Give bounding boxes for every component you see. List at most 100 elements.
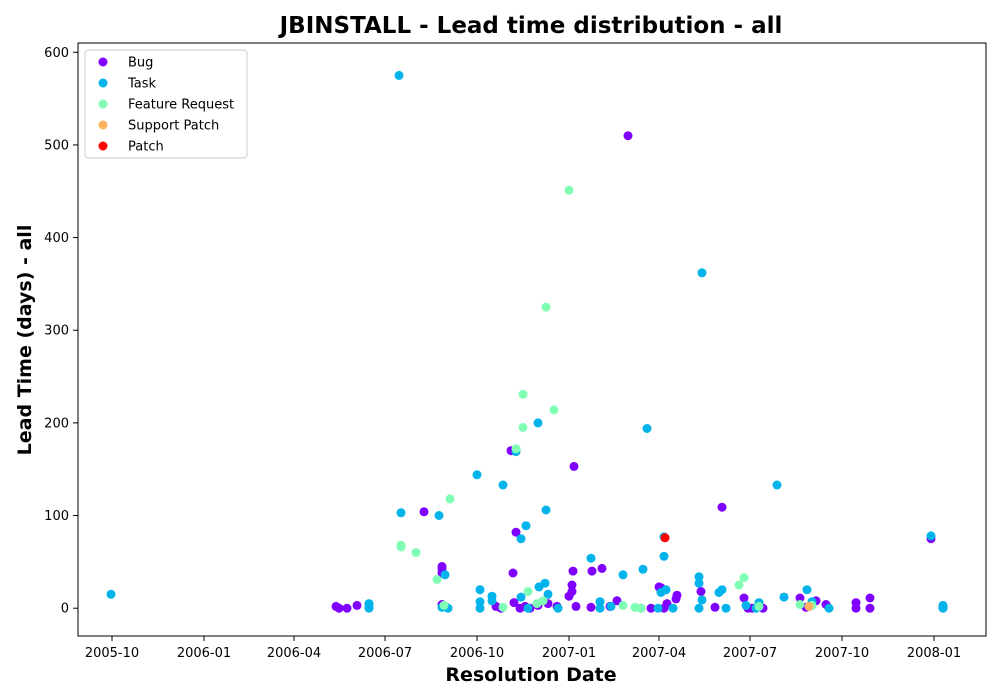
y-tick-label: 600 — [44, 46, 69, 61]
data-point — [538, 596, 548, 606]
plot-area — [106, 70, 948, 613]
data-point — [549, 405, 559, 415]
data-point — [694, 603, 704, 613]
x-tick-label: 2005-10 — [85, 646, 139, 661]
data-point — [523, 587, 533, 596]
data-point — [518, 423, 528, 432]
data-point — [567, 587, 577, 596]
data-point — [802, 585, 812, 595]
data-point — [541, 505, 551, 515]
data-point — [508, 568, 518, 578]
data-point — [439, 600, 449, 610]
data-point — [516, 534, 526, 544]
x-tick-label: 2007-07 — [723, 646, 777, 661]
legend-label: Feature Request — [128, 98, 234, 113]
data-point — [587, 566, 597, 576]
data-point — [432, 575, 442, 584]
legend-box — [84, 49, 248, 159]
data-point — [795, 593, 805, 603]
legend-marker — [98, 99, 108, 109]
y-axis-label: Lead Time (days) - all — [14, 225, 36, 456]
legend-marker — [98, 57, 108, 67]
data-point — [824, 603, 834, 613]
data-point — [487, 596, 497, 606]
data-point — [697, 595, 707, 605]
series-support-patch — [804, 601, 814, 611]
x-tick-label: 2006-10 — [450, 646, 504, 661]
data-point — [661, 585, 671, 595]
data-point — [659, 551, 669, 561]
y-tick-label: 200 — [44, 416, 69, 431]
data-point — [696, 587, 706, 596]
data-point — [475, 603, 485, 613]
plot-frame — [77, 42, 987, 637]
y-tick-label: 300 — [44, 324, 69, 339]
data-point — [638, 564, 648, 574]
data-point — [498, 480, 508, 490]
legend-label: Patch — [128, 140, 164, 155]
data-point — [498, 602, 508, 612]
data-point — [509, 598, 519, 608]
data-point — [646, 603, 656, 613]
series-patch — [660, 533, 670, 543]
data-point — [571, 601, 581, 611]
x-tick-label: 2006-01 — [177, 646, 231, 661]
x-tick-label: 2007-10 — [815, 646, 869, 661]
y-tick-label: 100 — [44, 509, 69, 524]
data-point — [865, 593, 875, 603]
data-point — [623, 131, 633, 141]
data-point — [804, 601, 814, 611]
data-point — [779, 592, 789, 602]
data-point — [540, 578, 550, 588]
y-tick-label: 0 — [61, 602, 69, 617]
y-tick-label: 400 — [44, 231, 69, 246]
data-point — [586, 553, 596, 563]
data-point — [541, 302, 551, 312]
data-point — [739, 593, 749, 603]
legend-marker — [98, 78, 108, 88]
data-point — [926, 531, 936, 541]
data-point — [352, 600, 362, 610]
data-point — [523, 603, 533, 613]
data-point — [668, 603, 678, 613]
data-point — [511, 444, 521, 454]
data-point — [754, 601, 764, 611]
data-point — [567, 580, 577, 590]
data-point — [694, 572, 704, 582]
data-point — [597, 563, 607, 573]
data-point — [106, 589, 116, 599]
x-tick-label: 2007-01 — [542, 646, 596, 661]
data-point — [672, 590, 682, 600]
data-point — [475, 585, 485, 595]
axes: 2005-10 2006-01 2006-04 2006-07 2006-10 2007-… — [44, 42, 987, 661]
data-point — [734, 580, 744, 590]
data-point — [472, 470, 482, 480]
data-point — [642, 424, 652, 433]
data-point — [564, 185, 574, 195]
legend-label: Task — [127, 77, 157, 92]
data-point — [618, 570, 628, 580]
data-point — [938, 603, 948, 613]
data-point — [419, 507, 429, 517]
series-feature-request — [396, 185, 817, 613]
data-point — [721, 603, 731, 613]
data-point — [618, 600, 628, 610]
data-point — [595, 603, 605, 613]
data-point — [606, 601, 616, 611]
data-point — [739, 573, 749, 583]
series-task — [106, 70, 948, 613]
data-point — [795, 600, 805, 609]
data-point — [440, 570, 450, 580]
data-point — [518, 389, 528, 399]
data-point — [717, 502, 727, 512]
data-point — [586, 602, 596, 612]
x-tick-label: 2007-04 — [632, 646, 686, 661]
data-point — [342, 603, 352, 613]
data-point — [445, 494, 455, 504]
data-point — [516, 592, 526, 602]
data-point — [851, 603, 861, 613]
chart-title: JBINSTALL - Lead time distribution - all — [278, 13, 783, 39]
data-point — [434, 511, 444, 520]
data-point — [697, 268, 707, 278]
